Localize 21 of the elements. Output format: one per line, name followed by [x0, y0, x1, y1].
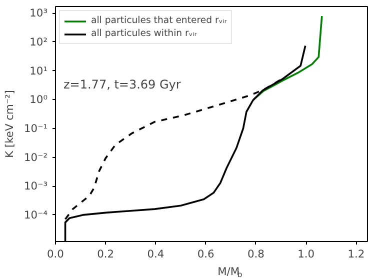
legend-label: all particules within rᵥᵢᵣ	[91, 28, 197, 39]
y-tick-label: 10⁻²	[24, 150, 48, 164]
y-tick-label: 10¹	[30, 64, 48, 78]
annotation: z=1.77, t=3.69 Gyr	[64, 78, 181, 92]
x-tick-label: 0.2	[97, 248, 114, 260]
x-tick-label: 0.6	[197, 248, 215, 260]
y-tick-label: 10²	[30, 35, 48, 48]
line-series	[252, 15, 323, 101]
y-axis-title: K [keV cm⁻²]	[3, 90, 16, 158]
y-tick-label: 10⁻³	[24, 180, 48, 193]
y-tick-label: 10⁰	[30, 93, 48, 106]
legend-label: all particules that entered rᵥᵢᵣ	[91, 15, 227, 26]
y-tick-label: 10³	[30, 6, 48, 20]
x-tick-label: 0.8	[248, 248, 265, 260]
x-tick-label: 1.2	[348, 248, 365, 260]
x-tick-label: 1.0	[298, 248, 315, 260]
line-series	[64, 44, 306, 242]
x-tick-label: 0.0	[47, 248, 64, 260]
x-tick-label: 0.4	[147, 248, 164, 260]
y-tick-label: 10⁻⁴	[24, 208, 48, 222]
y-tick-label: 10⁻¹	[24, 122, 48, 135]
